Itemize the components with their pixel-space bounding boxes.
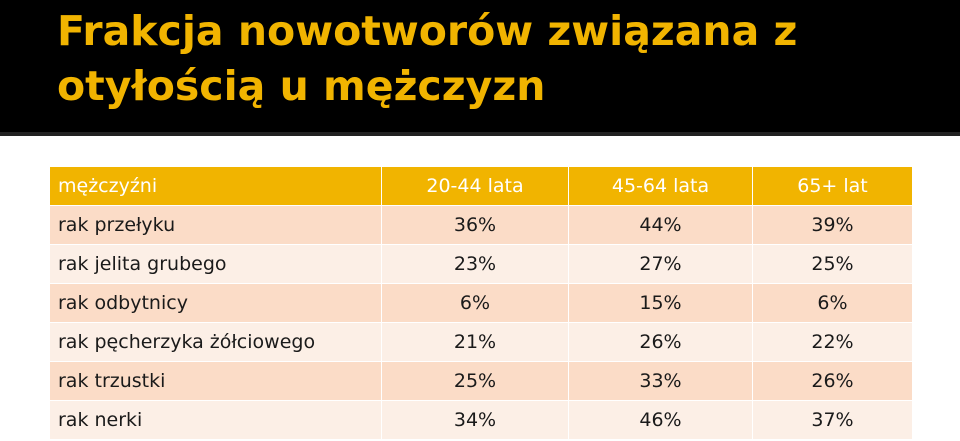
- row-label: rak nerki: [49, 400, 382, 440]
- cell-value: 26%: [568, 322, 753, 362]
- slide-title: Frakcja nowotworów związana z otyłością …: [57, 7, 798, 110]
- title-bar: Frakcja nowotworów związana z otyłością …: [0, 0, 960, 132]
- cell-value: 25%: [381, 361, 569, 401]
- cell-value: 34%: [381, 400, 569, 440]
- data-table: mężczyźni 20-44 lata 45-64 lata 65+ lat …: [49, 166, 913, 440]
- cell-value: 6%: [381, 283, 569, 323]
- cell-value: 44%: [568, 205, 753, 245]
- cell-value: 27%: [568, 244, 753, 284]
- header-cell-age-45-64: 45-64 lata: [568, 166, 753, 206]
- cell-value: 25%: [752, 244, 913, 284]
- cell-value: 21%: [381, 322, 569, 362]
- title-divider: [0, 132, 960, 136]
- cell-value: 22%: [752, 322, 913, 362]
- row-label: rak pęcherzyka żółciowego: [49, 322, 382, 362]
- table-row: rak odbytnicy 6% 15% 6%: [49, 283, 913, 323]
- cell-value: 6%: [752, 283, 913, 323]
- row-label: rak jelita grubego: [49, 244, 382, 284]
- cell-value: 33%: [568, 361, 753, 401]
- cell-value: 26%: [752, 361, 913, 401]
- table-row: rak jelita grubego 23% 27% 25%: [49, 244, 913, 284]
- header-cell-age-65plus: 65+ lat: [752, 166, 913, 206]
- cell-value: 15%: [568, 283, 753, 323]
- cell-value: 39%: [752, 205, 913, 245]
- row-label: rak trzustki: [49, 361, 382, 401]
- cell-value: 23%: [381, 244, 569, 284]
- cell-value: 37%: [752, 400, 913, 440]
- header-cell-age-20-44: 20-44 lata: [381, 166, 569, 206]
- header-cell-group: mężczyźni: [49, 166, 382, 206]
- table-row: rak nerki 34% 46% 37%: [49, 400, 913, 440]
- table-row: rak przełyku 36% 44% 39%: [49, 205, 913, 245]
- cell-value: 46%: [568, 400, 753, 440]
- header-row: mężczyźni 20-44 lata 45-64 lata 65+ lat: [49, 166, 913, 206]
- table-row: rak pęcherzyka żółciowego 21% 26% 22%: [49, 322, 913, 362]
- row-label: rak przełyku: [49, 205, 382, 245]
- table-row: rak trzustki 25% 33% 26%: [49, 361, 913, 401]
- row-label: rak odbytnicy: [49, 283, 382, 323]
- cell-value: 36%: [381, 205, 569, 245]
